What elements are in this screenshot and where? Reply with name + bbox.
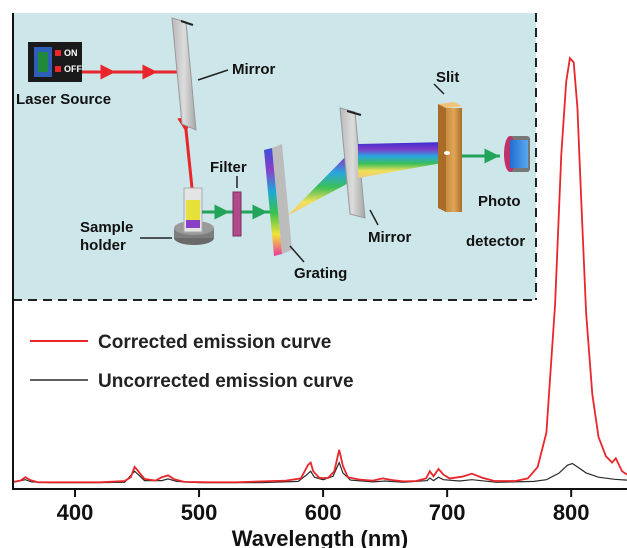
legend-label-corrected: Corrected emission curve [98, 332, 331, 353]
sample-holder [174, 187, 214, 245]
sample-holder-label-line2: holder [80, 237, 126, 254]
switch-on-label: ON [64, 48, 78, 58]
legend-label-uncorrected: Uncorrected emission curve [98, 371, 354, 392]
x-tick-label-600: 600 [305, 500, 342, 525]
laser-source: ON OFF [28, 42, 82, 82]
filter-label: Filter [210, 159, 247, 176]
setup-inset: ON OFF Laser Source Mirror Sample holder [13, 13, 537, 301]
series-line-corrected [12, 56, 627, 484]
slit [438, 102, 462, 212]
x-tick-label-800: 800 [553, 500, 590, 525]
mirror-2-label: Mirror [368, 229, 412, 246]
grating-label: Grating [294, 265, 347, 282]
legend: Corrected emission curve Uncorrected emi… [30, 332, 354, 392]
x-tick-label-500: 500 [181, 500, 218, 525]
series-line-uncorrected [12, 461, 627, 484]
x-axis-label: Wavelength (nm) [232, 526, 408, 548]
x-tick-label-400: 400 [57, 500, 94, 525]
x-axis-ticks: 400 500 600 700 800 [57, 489, 590, 525]
grating [264, 144, 292, 256]
switch-off-label: OFF [64, 64, 82, 74]
sample-holder-label-line1: Sample [80, 219, 133, 236]
x-tick-label-700: 700 [429, 500, 466, 525]
diffraction-fan [287, 144, 358, 216]
mirror-1-label: Mirror [232, 61, 276, 78]
laser-source-label: Laser Source [16, 91, 111, 108]
photo-detector-label-line1: Photo [478, 193, 521, 210]
spectrum-band [358, 142, 448, 178]
plot-area [12, 56, 627, 484]
mirror-2 [339, 107, 366, 219]
slit-label: Slit [436, 69, 459, 86]
filter [232, 191, 242, 237]
photo-detector-label-line2: detector [466, 233, 525, 250]
photo-detector [504, 136, 530, 172]
